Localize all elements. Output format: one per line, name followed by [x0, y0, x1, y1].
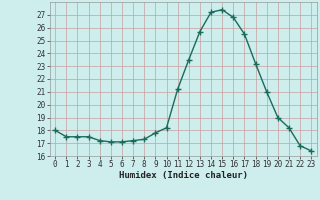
- X-axis label: Humidex (Indice chaleur): Humidex (Indice chaleur): [119, 171, 248, 180]
